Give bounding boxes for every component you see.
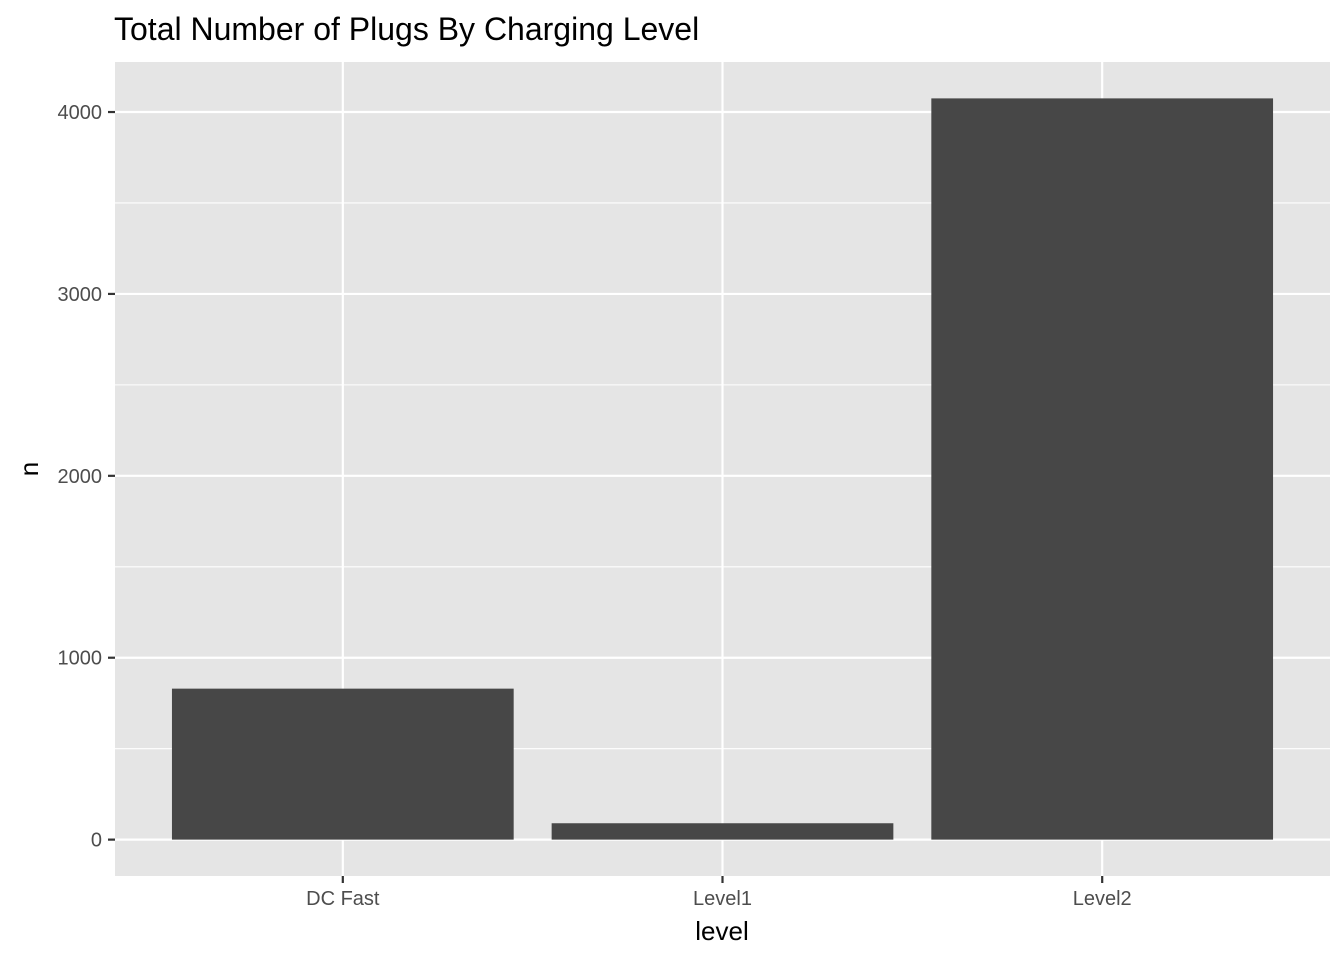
bar-level1 [551,823,894,840]
x-tick-label: DC Fast [306,888,380,910]
y-tick-label: 3000 [58,284,103,306]
x-tick-label: Level2 [1073,888,1132,910]
y-tick-label: 0 [91,830,102,852]
x-axis-title: level [695,916,748,946]
y-tick-label: 4000 [58,102,103,124]
y-axis-title: n [14,462,44,476]
bars [171,98,1274,840]
y-tick-label: 2000 [58,466,103,488]
y-axis: 0 1000 2000 3000 4000 [58,102,115,852]
bar-level2 [931,98,1274,840]
chart-title: Total Number of Plugs By Charging Level [114,11,699,47]
x-axis: DC Fast Level1 Level2 [306,876,1132,910]
x-tick-label: Level1 [693,888,752,910]
y-tick-label: 1000 [58,648,103,670]
bar-dc-fast [171,688,514,840]
